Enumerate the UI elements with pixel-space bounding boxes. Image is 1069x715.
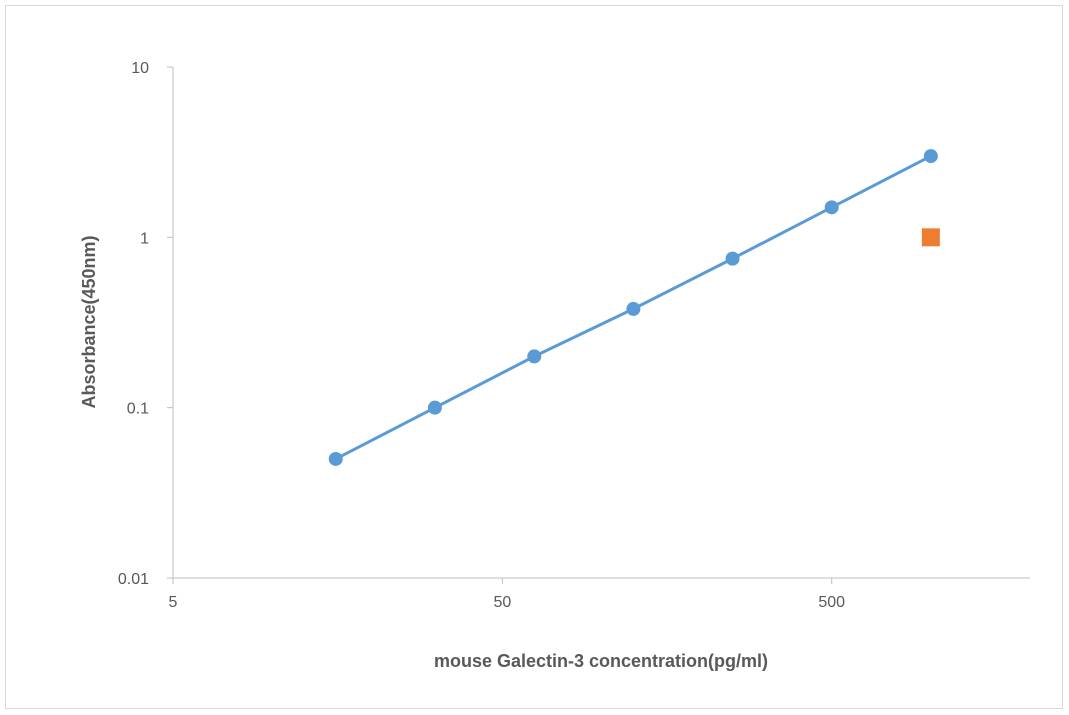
series-1-point (921, 228, 940, 247)
series-0-point (824, 200, 839, 215)
y-tick-label: 0.01 (118, 571, 149, 588)
x-tick-label: 500 (818, 594, 845, 611)
series-0-point (725, 251, 740, 266)
x-axis-title: mouse Galectin-3 concentration(pg/ml) (434, 651, 768, 671)
series-0-point (427, 400, 442, 415)
y-tick-label: 1 (140, 230, 149, 247)
axes (172, 67, 1030, 579)
series-0-point (527, 349, 542, 364)
y-axis-title: Absorbance(450nm) (79, 235, 99, 408)
tick-labels: 0.01 0.1 1 10 5 50 500 (118, 60, 845, 611)
series-0-point (923, 149, 938, 164)
series-0-point (328, 451, 343, 466)
x-tick-label: 5 (169, 594, 178, 611)
series-0-point (626, 301, 641, 316)
ticks (167, 66, 833, 584)
x-tick-label: 50 (493, 594, 511, 611)
y-tick-label: 10 (131, 60, 149, 77)
y-tick-label: 0.1 (127, 401, 149, 418)
plot-series (328, 149, 940, 466)
